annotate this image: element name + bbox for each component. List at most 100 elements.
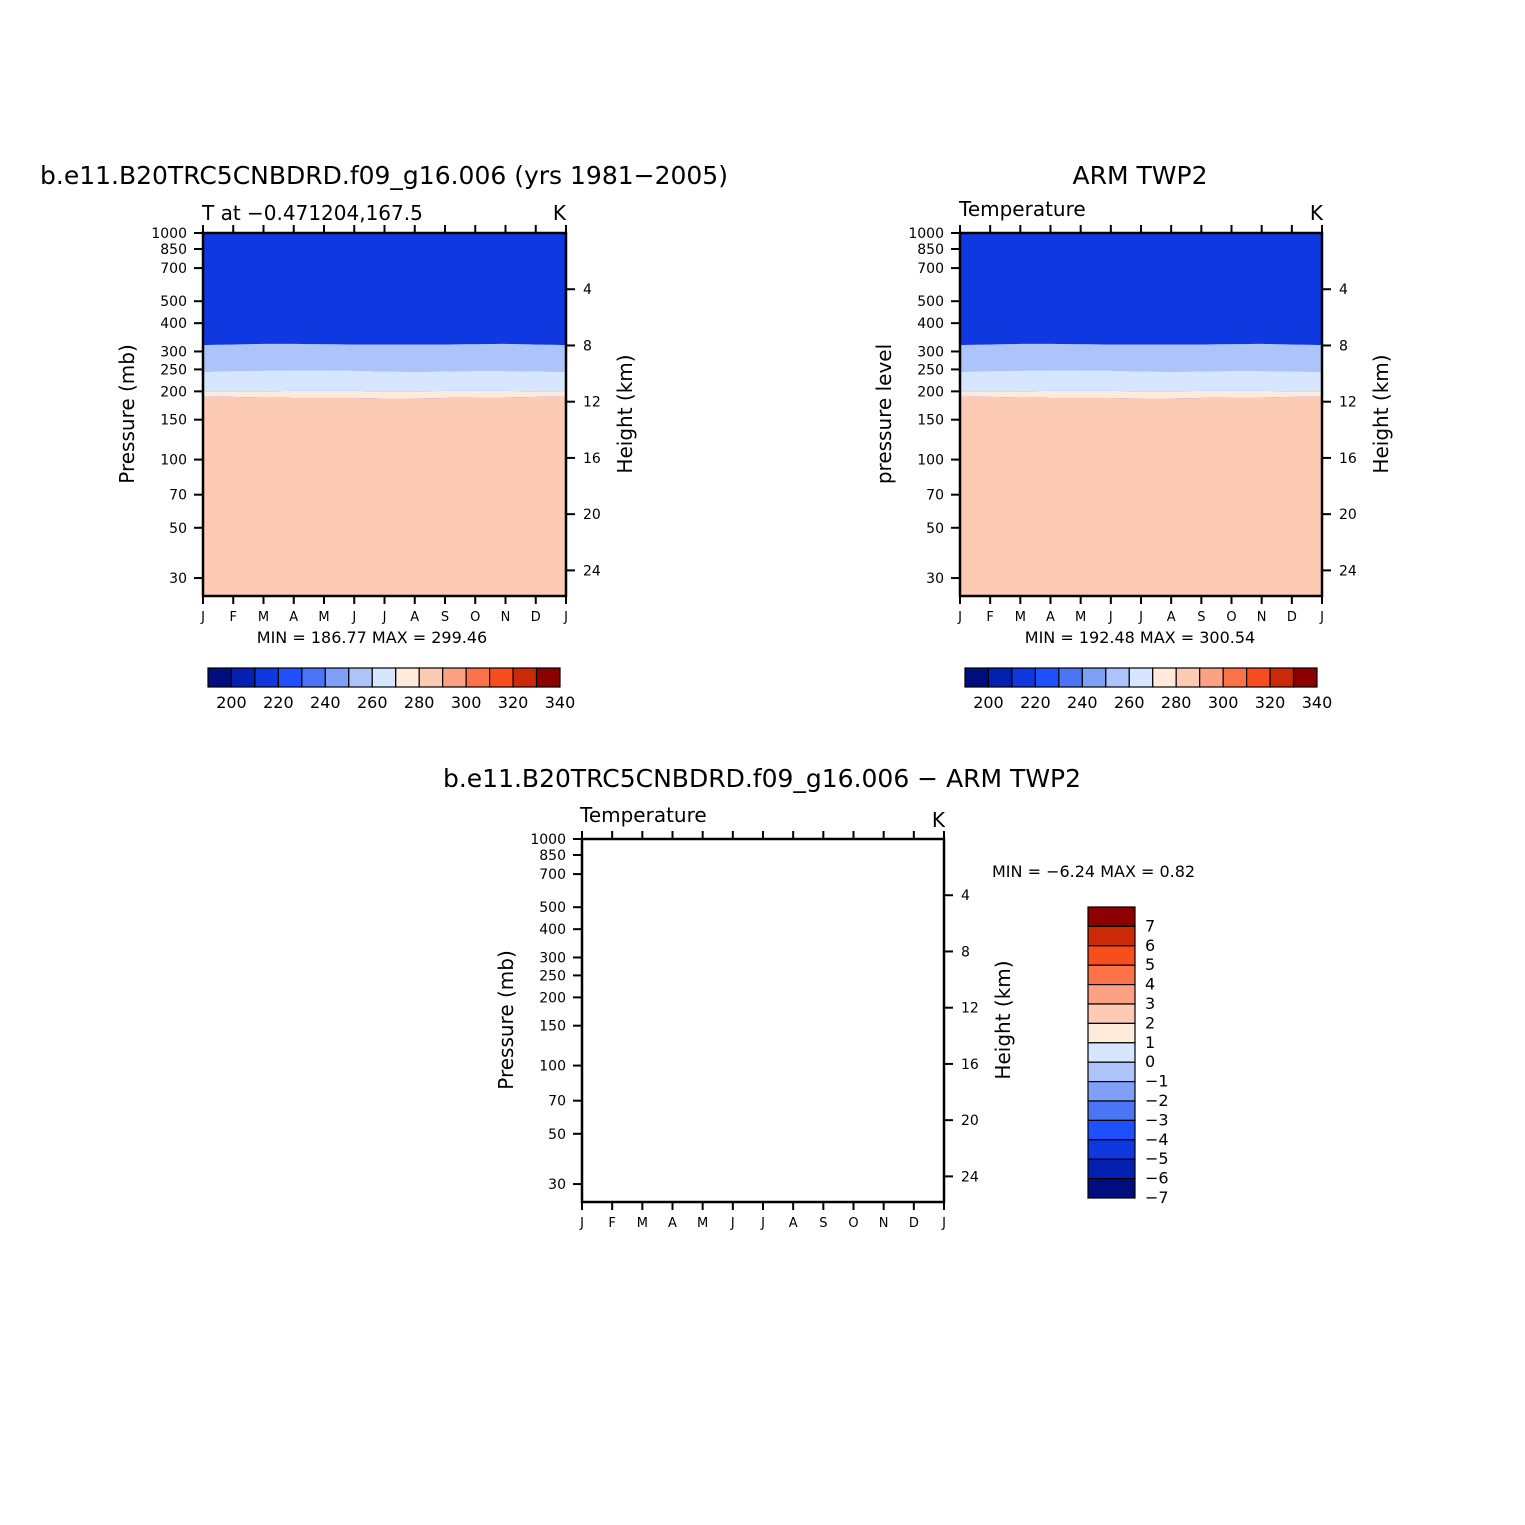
x-tick-label: J [941, 1216, 946, 1231]
colorbar-swatch [1269, 667, 1295, 688]
y-tick-label: 850 [539, 848, 566, 864]
colorbar-swatch [1087, 1080, 1136, 1102]
colorbar-swatch [1087, 1158, 1136, 1180]
y-tick-label-right: 20 [1339, 507, 1357, 523]
y-tick-label-right: 24 [1339, 563, 1357, 579]
colorbar-label: 340 [545, 693, 576, 712]
colorbar-label: 300 [1208, 693, 1239, 712]
y-tick-label: 500 [539, 900, 566, 916]
colorbar-swatch [1087, 964, 1136, 986]
colorbar-swatch [230, 667, 256, 688]
colorbar-swatch [1087, 925, 1136, 947]
y-tick-label: 150 [917, 413, 944, 429]
colorbar-label: −2 [1145, 1091, 1169, 1110]
y-tick-label: 70 [169, 488, 187, 504]
y-tick-label: 200 [539, 990, 566, 1006]
x-tick-label: A [1167, 610, 1176, 625]
y-tick-label: 30 [169, 571, 187, 587]
colorbar-label: 260 [1114, 693, 1145, 712]
y-tick-label-right: 4 [961, 888, 970, 904]
colorbar-label: 2 [1145, 1013, 1155, 1032]
colorbar-label: 280 [404, 693, 435, 712]
colorbar-swatch [442, 667, 467, 688]
colorbar-label: 4 [1145, 975, 1155, 994]
x-tick-label: A [1046, 610, 1055, 625]
colorbar-swatch [465, 667, 491, 688]
panel-subtitle-right: K [1310, 201, 1324, 225]
contour-band [960, 396, 1322, 596]
contour-band [203, 390, 566, 399]
x-tick-label: S [819, 1216, 827, 1231]
colorbar-label: −6 [1145, 1169, 1169, 1188]
y-tick-label: 400 [917, 316, 944, 332]
colorbar-swatch [1199, 667, 1224, 688]
x-tick-label: J [1138, 610, 1143, 625]
y-tick-label: 100 [539, 1059, 566, 1075]
colorbar-swatch [1087, 1119, 1136, 1141]
colorbar-swatch [1087, 983, 1136, 1005]
x-tick-label: J [1108, 610, 1113, 625]
contour-plot: J F M A M J J A S O N D J 30 50 70 100 150 200 250 300 400 500… [530, 831, 979, 1231]
y-tick-label: 30 [548, 1177, 566, 1193]
panel-subtitle-right: K [932, 808, 946, 832]
colorbar-swatch [1245, 667, 1271, 688]
x-tick-label: D [909, 1216, 919, 1231]
y-tick-label: 700 [160, 261, 187, 277]
y-tick-label-right: 24 [583, 563, 601, 579]
colorbar-swatch [1087, 1003, 1136, 1024]
colorbar-swatch [371, 667, 397, 688]
colorbar-label: −7 [1145, 1188, 1169, 1207]
contour-band [960, 370, 1322, 392]
x-tick-label: A [789, 1216, 798, 1231]
colorbar-label: 200 [973, 693, 1004, 712]
y-tick-label: 100 [160, 453, 187, 469]
colorbar-label: 300 [451, 693, 482, 712]
y-tick-label: 250 [539, 968, 566, 984]
x-tick-label: J [957, 610, 962, 625]
y-tick-label: 500 [160, 294, 187, 310]
colorbar-swatch [512, 667, 538, 688]
y-tick-label: 300 [160, 344, 187, 360]
contour-plot: J F M A M J J A S O N D J 30 50 70 100 150 200 250 300 400 500… [908, 225, 1357, 625]
y-tick-label: 400 [539, 922, 566, 938]
x-tick-label: N [879, 1216, 889, 1231]
x-tick-label: F [608, 1216, 615, 1231]
panel-subtitle-left: T at −0.471204,167.5 [201, 201, 423, 225]
colorbar-swatch [1058, 667, 1083, 688]
y-tick-label: 150 [539, 1019, 566, 1035]
stats-text: MIN = 192.48 MAX = 300.54 [1025, 628, 1255, 647]
colorbar-swatch [1152, 667, 1177, 688]
x-tick-label: M [1015, 610, 1026, 625]
panel-title: b.e11.B20TRC5CNBDRD.f09_g16.006 − ARM TW… [443, 764, 1081, 793]
colorbar-label: 340 [1302, 693, 1333, 712]
y-tick-label-right: 20 [961, 1113, 979, 1129]
colorbar-label: 320 [1255, 693, 1286, 712]
x-tick-label: M [318, 610, 329, 625]
y-tick-label: 200 [917, 384, 944, 400]
y-tick-label: 850 [160, 242, 187, 258]
colorbar-swatch [301, 667, 326, 688]
x-tick-label: J [730, 1216, 735, 1231]
colorbar-swatch [1087, 906, 1136, 927]
y-tick-label: 500 [917, 294, 944, 310]
y-tick-label: 50 [548, 1127, 566, 1143]
colorbar-swatch [1011, 667, 1037, 688]
x-tick-label: F [230, 610, 237, 625]
colorbar-swatch [1087, 1139, 1136, 1160]
x-tick-label: J [382, 610, 387, 625]
x-tick-label: J [351, 610, 356, 625]
y-tick-label: 300 [539, 950, 566, 966]
y-tick-label: 700 [917, 261, 944, 277]
x-tick-label: S [1197, 610, 1205, 625]
x-tick-label: J [579, 1216, 584, 1231]
x-tick-label: N [501, 610, 511, 625]
y-tick-label: 700 [539, 867, 566, 883]
y-tick-label-right: 16 [583, 451, 601, 467]
colorbar-label: 7 [1145, 916, 1155, 935]
y-tick-label-right: 12 [961, 1001, 979, 1017]
contour-band [960, 390, 1322, 399]
x-tick-label: J [760, 1216, 765, 1231]
y-tick-label: 1000 [908, 226, 944, 242]
